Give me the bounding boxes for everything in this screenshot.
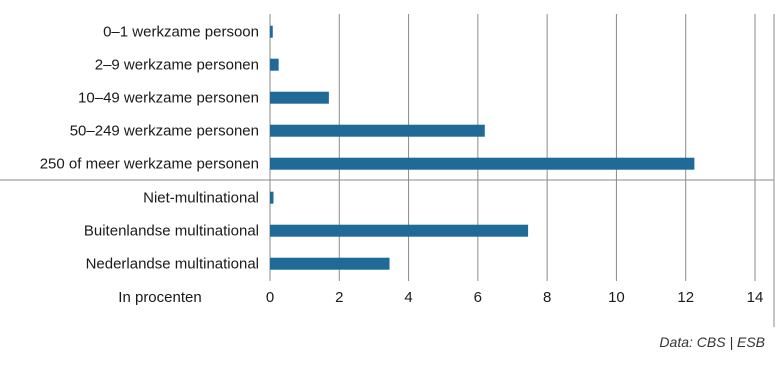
bar bbox=[270, 124, 485, 137]
category-label: 10–49 werkzame personen bbox=[78, 90, 259, 107]
bar bbox=[270, 257, 390, 270]
category-label: Niet-multinational bbox=[143, 190, 259, 207]
bar bbox=[270, 191, 274, 204]
category-label: 250 of meer werkzame personen bbox=[40, 156, 259, 173]
category-label: 0–1 werkzame persoon bbox=[103, 24, 259, 41]
tick-labels: 0 2 4 6 8 10 12 14 bbox=[266, 289, 764, 306]
bar bbox=[270, 224, 529, 237]
category-label: 50–249 werkzame personen bbox=[70, 123, 259, 140]
bars bbox=[270, 25, 695, 270]
source-note: Data: CBS | ESB bbox=[659, 334, 765, 350]
x-tick-label: 4 bbox=[404, 289, 412, 306]
x-tick-label: 8 bbox=[543, 289, 551, 306]
category-label: Nederlandse multinational bbox=[86, 256, 259, 273]
x-tick-label: 6 bbox=[474, 289, 482, 306]
category-label: Buitenlandse multinational bbox=[84, 223, 259, 240]
category-labels: 0–1 werkzame persoon 2–9 werkzame persone… bbox=[40, 24, 259, 273]
bar bbox=[270, 25, 273, 38]
x-tick-label: 0 bbox=[266, 289, 274, 306]
x-tick-label: 2 bbox=[335, 289, 343, 306]
bar bbox=[270, 58, 279, 71]
x-axis-label: In procenten bbox=[118, 289, 201, 306]
x-tick-label: 14 bbox=[747, 289, 764, 306]
bar bbox=[270, 157, 695, 170]
x-tick-label: 10 bbox=[608, 289, 625, 306]
bar bbox=[270, 91, 329, 104]
x-tick-label: 12 bbox=[677, 289, 694, 306]
category-label: 2–9 werkzame personen bbox=[95, 57, 259, 74]
gridlines bbox=[269, 14, 756, 281]
